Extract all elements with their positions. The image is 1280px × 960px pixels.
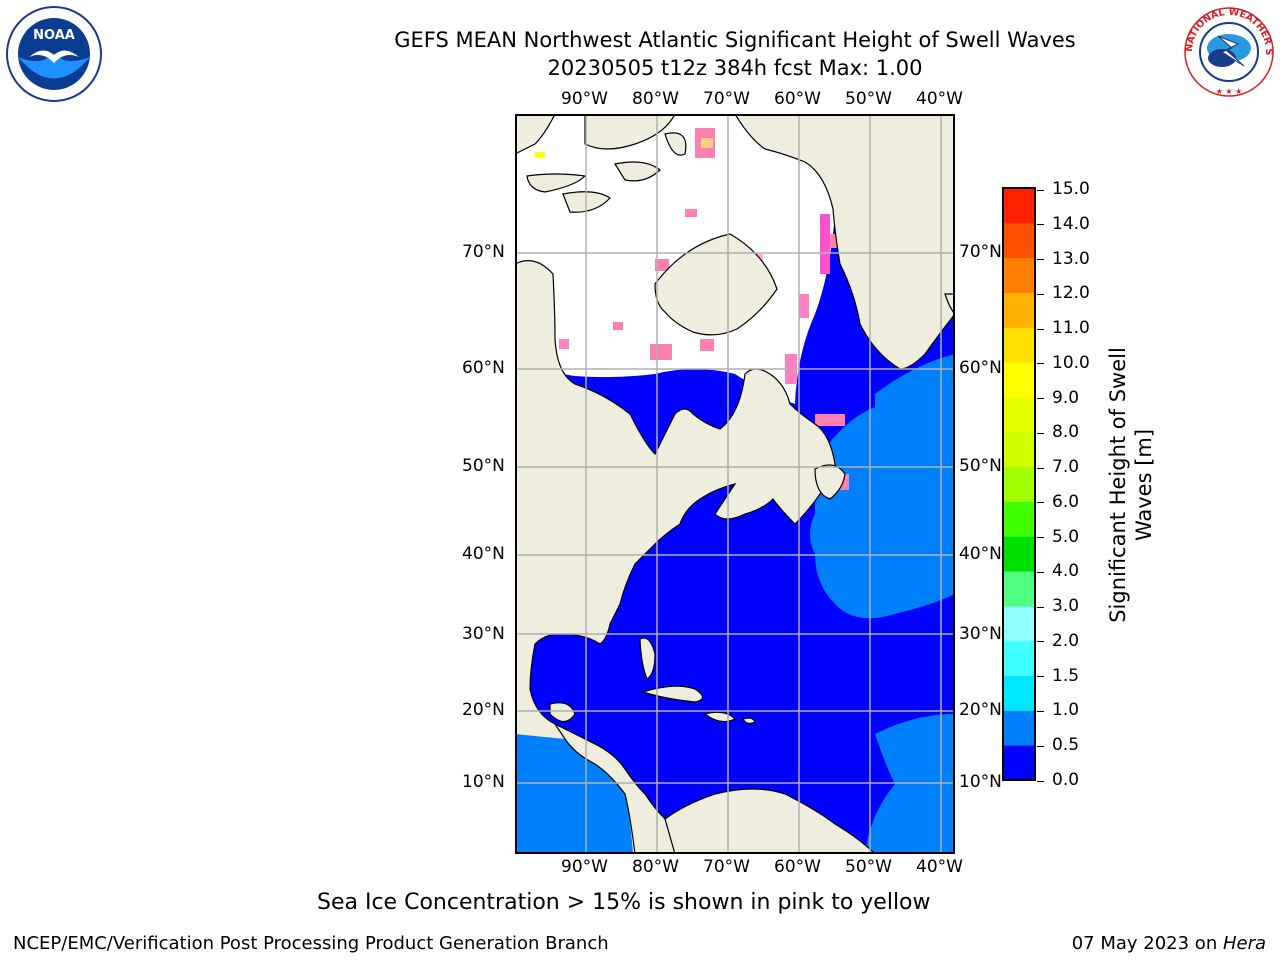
lon-tick-bottom: 40°W [916,857,963,877]
lat-tick-right: 30°N [959,624,1002,644]
footer-date: 07 May 2023 on [1071,933,1223,954]
sea-ice [516,115,835,404]
colorbar-tick-label: 10.0 [1052,352,1090,373]
lat-tick-right: 50°N [959,456,1002,476]
colorbar-tick-label: 13.0 [1052,248,1090,269]
lon-tick-bottom: 90°W [561,857,608,877]
lon-tick-top: 80°W [632,89,679,109]
caption: Sea Ice Concentration > 15% is shown in … [317,890,931,915]
chart-title: GEFS MEAN Northwest Atlantic Significant… [394,28,1076,52]
colorbar-tick-mark [1037,571,1044,573]
lat-tick-right: 40°N [959,544,1002,564]
lon-tick-bottom: 70°W [703,857,750,877]
lon-tick-top: 90°W [561,89,608,109]
colorbar-cell [1003,396,1035,433]
noaa-logo-text: NOAA [33,28,75,43]
graticule [515,114,955,854]
colorbar-tick-label: 12.0 [1052,283,1090,304]
colorbar [1002,187,1036,781]
colorbar-cell [1003,431,1035,468]
colorbar-cell [1003,466,1035,502]
lat-tick-left: 40°N [462,544,505,564]
lat-tick-right: 70°N [959,242,1002,262]
colorbar-tick-label: 1.0 [1052,700,1080,721]
colorbar-tick-label: 3.0 [1052,596,1080,617]
lat-tick-right: 10°N [959,772,1002,792]
colorbar-cell [1003,188,1035,224]
lon-tick-top: 60°W [774,89,821,109]
footer-left: NCEP/EMC/Verification Post Processing Pr… [13,933,609,954]
colorbar-tick-mark [1037,537,1044,539]
colorbar-tick-mark [1037,676,1044,678]
lat-tick-left: 30°N [462,624,505,644]
colorbar-tick-label: 14.0 [1052,213,1090,234]
colorbar-cell [1003,501,1035,537]
colorbar-cell [1003,362,1035,398]
colorbar-tick-label: 8.0 [1052,422,1080,443]
map-panel [515,114,955,854]
colorbar-cell [1003,745,1035,781]
colorbar-label-line2: Waves [m] [1132,428,1156,542]
colorbar-cell [1003,710,1035,746]
colorbar-cell [1003,675,1035,711]
colorbar-tick-mark [1037,363,1044,365]
colorbar-tick-mark [1037,710,1044,712]
colorbar-tick-mark [1037,606,1044,608]
colorbar-tick-label: 11.0 [1052,318,1090,339]
colorbar-tick-mark [1037,259,1044,261]
lat-tick-left: 50°N [462,456,505,476]
chart-subtitle: 20230505 t12z 384h fcst Max: 1.00 [547,56,923,80]
colorbar-tick-mark [1037,224,1044,226]
footer-right: 07 May 2023 on Hera [1072,933,1266,954]
footer-machine: Hera [1222,933,1266,954]
colorbar-tick-label: 0.0 [1052,770,1080,790]
colorbar-tick-mark [1037,780,1044,782]
colorbar-tick-label: 4.0 [1052,561,1080,582]
lat-tick-left: 70°N [462,242,505,262]
colorbar-tick-label: 1.5 [1052,665,1080,686]
lon-tick-top: 50°W [845,89,892,109]
colorbar-cell [1003,605,1035,642]
colorbar-tick-label: 2.0 [1052,630,1080,651]
lon-tick-bottom: 80°W [632,857,679,877]
lat-tick-right: 20°N [959,700,1002,720]
colorbar-tick-label: 7.0 [1052,457,1080,478]
colorbar-tick-mark [1037,293,1044,295]
colorbar-tick-label: 15.0 [1052,179,1090,199]
lat-tick-left: 20°N [462,700,505,720]
colorbar-tick-label: 9.0 [1052,387,1080,408]
colorbar-tick-mark [1037,641,1044,643]
colorbar-cell [1003,292,1035,328]
svg-text:★ ★ ★: ★ ★ ★ [1216,87,1243,96]
lon-tick-bottom: 60°W [774,857,821,877]
colorbar-tick-mark [1037,432,1044,434]
nws-logo: NATIONAL WEATHER SERVICE ★ ★ ★ [1178,0,1275,98]
lat-tick-left: 60°N [462,358,505,378]
lon-tick-bottom: 50°W [845,857,892,877]
colorbar-tick-label: 5.0 [1052,526,1080,547]
colorbar-cell [1003,640,1035,677]
colorbar-tick-mark [1037,189,1044,191]
colorbar-tick-mark [1037,467,1044,469]
colorbar-tick-mark [1037,398,1044,400]
noaa-logo: NOAA [6,6,102,102]
colorbar-tick-mark [1037,745,1044,747]
map-frame [515,114,955,854]
land [516,115,954,853]
colorbar-label-line1: Significant Height of Swell [1106,347,1130,623]
lon-tick-top: 70°W [703,89,750,109]
colorbar-tick-label: 6.0 [1052,491,1080,512]
colorbar-cell [1003,257,1035,293]
lat-tick-right: 60°N [959,358,1002,378]
colorbar-tick-label: 0.5 [1052,735,1080,756]
lat-tick-left: 10°N [462,772,505,792]
colorbar-tick-mark [1037,502,1044,504]
colorbar-cell [1003,327,1035,363]
colorbar-cell [1003,536,1035,572]
colorbar-cell [1003,571,1035,607]
colorbar-cell [1003,222,1035,259]
lon-tick-top: 40°W [916,89,963,109]
colorbar-tick-mark [1037,328,1044,330]
